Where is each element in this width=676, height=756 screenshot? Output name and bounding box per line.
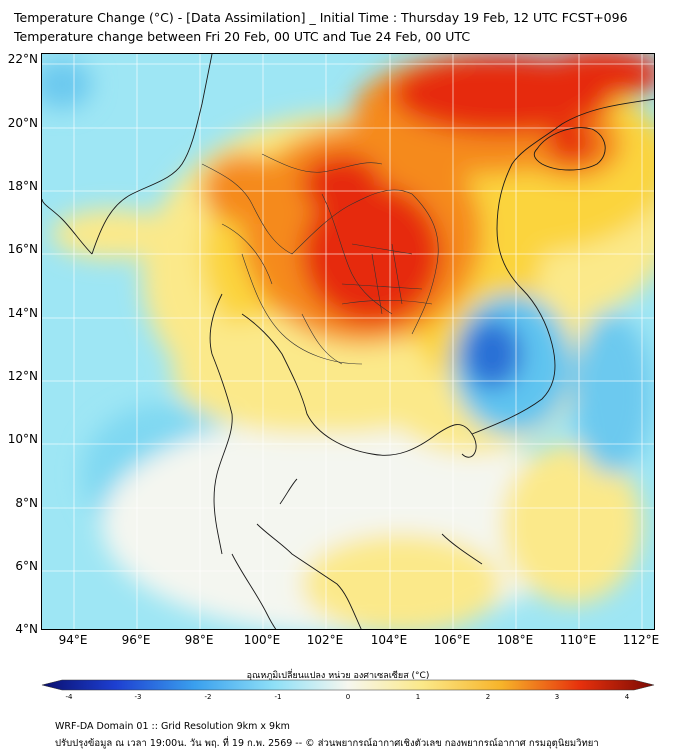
- colorbar-tick-label: -1: [274, 693, 282, 701]
- colorbar: [41, 679, 655, 691]
- lat-tick-label: 16°N: [7, 242, 38, 256]
- lat-tick-label: 6°N: [15, 559, 38, 573]
- colorbar-tick-label: -4: [65, 693, 73, 701]
- province-borders: [201, 153, 439, 365]
- lat-tick-label: 20°N: [7, 116, 38, 130]
- colorbar-tick-label: -3: [134, 693, 142, 701]
- coastlines: [42, 54, 654, 629]
- lon-tick-label: 104°E: [370, 633, 408, 647]
- lat-tick-label: 14°N: [7, 306, 38, 320]
- lat-tick-label: 10°N: [7, 432, 38, 446]
- lon-tick-label: 106°E: [433, 633, 471, 647]
- lat-tick-label: 4°N: [15, 622, 38, 636]
- lon-tick-label: 96°E: [121, 633, 151, 647]
- lon-tick-label: 100°E: [243, 633, 281, 647]
- lat-tick-label: 12°N: [7, 369, 38, 383]
- colorbar-tick-label: 4: [624, 693, 630, 701]
- lon-tick-label: 112°E: [622, 633, 660, 647]
- lon-tick-label: 108°E: [496, 633, 534, 647]
- colorbar-tick-label: 0: [345, 693, 351, 701]
- colorbar-label: อุณหภูมิเปลี่ยนแปลง หน่วย องศาเซลเซียส (…: [246, 671, 430, 681]
- footer-model-info: WRF-DA Domain 01 :: Grid Resolution 9km …: [55, 721, 290, 732]
- footer-credit: ปรับปรุงข้อมูล ณ เวลา 19:00น. วัน พฤ. ที…: [55, 738, 599, 749]
- map-subtitle: Temperature change between Fri 20 Feb, 0…: [14, 29, 471, 44]
- lat-tick-label: 8°N: [15, 496, 38, 510]
- map-title: Temperature Change (°C) - [Data Assimila…: [14, 10, 628, 25]
- lon-tick-label: 98°E: [184, 633, 214, 647]
- colorbar-tick-label: 3: [554, 693, 560, 701]
- lat-tick-label: 22°N: [7, 52, 38, 66]
- colorbar-tick-label: 1: [415, 693, 421, 701]
- lat-tick-label: 18°N: [7, 179, 38, 193]
- colorbar-tick-label: 2: [485, 693, 491, 701]
- temperature-change-map: [41, 53, 655, 630]
- lon-tick-label: 102°E: [306, 633, 344, 647]
- colorbar-gradient: [41, 679, 655, 691]
- lon-tick-label: 94°E: [58, 633, 88, 647]
- lon-tick-label: 110°E: [559, 633, 597, 647]
- temperature-field: [42, 54, 654, 629]
- colorbar-tick-label: -2: [204, 693, 212, 701]
- graticule: [42, 54, 654, 629]
